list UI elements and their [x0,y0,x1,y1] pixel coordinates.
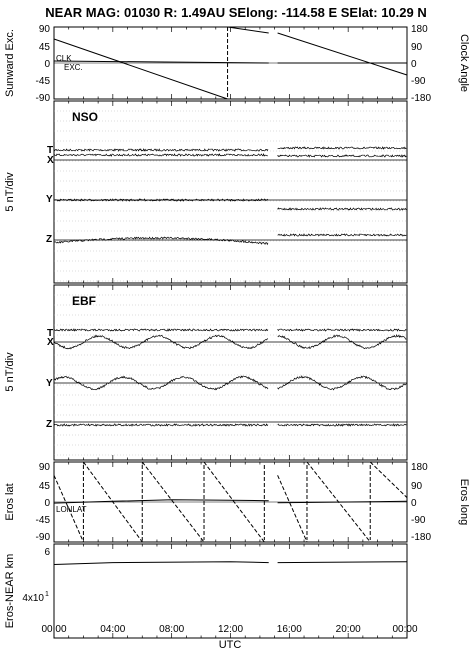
ebf-z-label: Z [46,419,52,430]
tick-label: 6 [44,547,50,558]
dist-axis-label: Eros-NEAR km [4,554,16,629]
tick-label: 45 [39,42,51,53]
ebf-y-trace [277,375,407,391]
nso-x-trace [277,154,407,158]
nso-y-label: Y [46,194,53,205]
tick-label: 0 [411,59,417,70]
tick-label: 180 [411,24,428,35]
x-tick-label: 12:00 [218,624,243,635]
tick-label: 0 [44,59,50,70]
top-left-ticks: 90 45 0 -45 -90 [36,24,51,104]
top-series-clk [53,38,228,100]
x-tick-label: 16:00 [277,624,302,635]
axis-tick-marks [53,27,408,638]
ebf-panel-label: EBF [72,294,96,308]
nso-z-label: Z [46,234,52,245]
eros-series-lon [141,461,205,543]
ebf-z-trace [53,423,269,427]
eros-right-axis-label: Eros long [458,479,470,525]
eros-series-lon [53,475,84,543]
ebf-x-trace [277,334,407,350]
lonlat-series-label: LONLAT [56,505,87,514]
panel-nso-frame [53,100,408,284]
ebf-y-label: Y [46,378,53,389]
ebf-axis-label: 5 nT/div [4,352,16,392]
x-axis-label: UTC [219,639,242,651]
tick-label: 4x10 [22,593,44,604]
clk-series-label: CLK [56,54,72,63]
tick-label: 0 [411,498,417,509]
tick-label: -90 [36,532,51,543]
nso-z-trace [277,233,407,237]
ebf-t-trace [277,328,407,332]
x-tick-labels: 00:00 04:00 08:00 12:00 16:00 20:00 00:0… [41,624,417,635]
nso-panel-label: NSO [72,110,98,124]
ebf-x-label: X [47,337,54,348]
tick-label: 90 [411,481,423,492]
eros-series-lat [277,500,408,504]
ebf-z-trace [277,423,407,427]
ebf-t-trace [53,328,269,332]
nso-t-trace [53,148,269,152]
nso-y-trace [53,198,269,202]
top-series-clk [277,32,408,76]
tick-label: 45 [39,481,51,492]
tick-label: 0 [44,498,50,509]
eros-left-axis-label: Eros lat [4,483,16,520]
eros-series-lon [203,461,265,543]
x-tick-label: 00:00 [41,624,66,635]
eros-series-lat [53,499,269,504]
top-right-ticks: 180 90 0 -90 -180 [411,24,431,104]
tick-label: -45 [36,76,51,87]
nso-x-label: X [47,155,54,166]
tick-label: -180 [411,93,431,104]
top-series-clk [227,26,269,34]
x-tick-label: 08:00 [159,624,184,635]
top-series-exc [53,60,269,64]
tick-label: 90 [39,24,51,35]
top-right-axis-label: Clock Angle [458,34,470,92]
ebf-y-trace [53,375,269,391]
tick-label: -90 [411,515,426,526]
nso-axis-label: 5 nT/div [4,172,16,212]
eros-left-ticks: 90 45 0 -45 -90 [36,462,51,543]
tick-label: -45 [36,515,51,526]
tick-label: -90 [411,76,426,87]
series-lines [53,26,408,565]
nso-y-trace [277,207,407,211]
exc-series-label: EXC. [64,63,83,72]
tick-label: 90 [411,42,423,53]
eros-right-ticks: 180 90 0 -90 -180 [411,462,431,543]
x-tick-label: 04:00 [100,624,125,635]
x-tick-label: 20:00 [336,624,361,635]
x-tick-label: 00:00 [392,624,417,635]
eros-series-lon [369,461,408,498]
tick-exponent: 1 [45,591,49,598]
dist-series [277,561,408,564]
nso-t-trace [277,146,407,150]
tick-label: -90 [36,93,51,104]
ebf-t-label: T [47,328,53,339]
dist-series [53,561,269,565]
nso-t-label: T [47,145,53,156]
tick-label: 90 [39,462,51,473]
nso-z-trace [53,236,269,246]
panel-ebf-frame [53,284,408,461]
eros-series-lon [82,461,143,543]
nso-x-trace [53,152,268,157]
figure-title: NEAR MAG: 01030 R: 1.49AU SElong: -114.5… [45,5,426,20]
ebf-x-trace [53,334,269,350]
top-left-axis-label: Sunward Exc. [4,29,16,97]
tick-label: 180 [411,462,428,473]
tick-label: -180 [411,532,431,543]
eros-series-lon [277,475,308,543]
